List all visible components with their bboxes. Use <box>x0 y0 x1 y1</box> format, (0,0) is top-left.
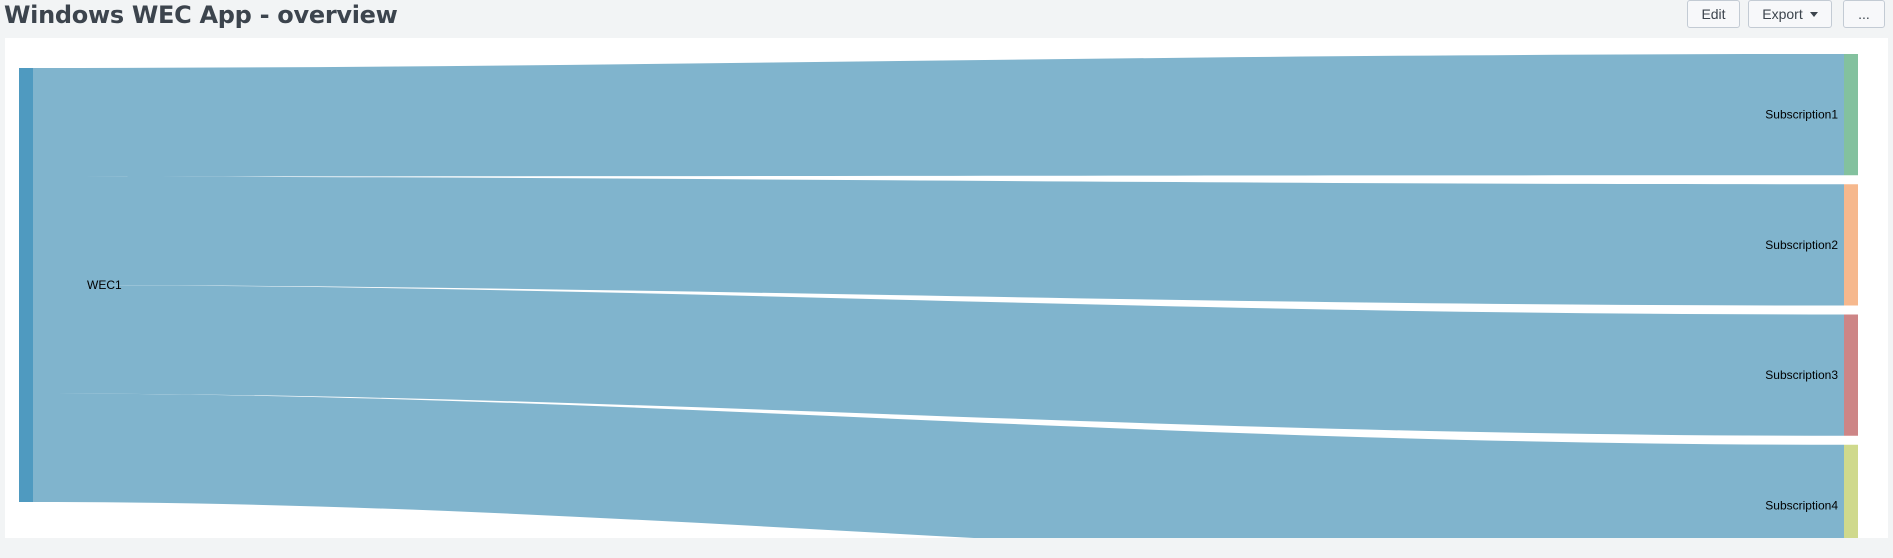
sankey-target-node-4[interactable] <box>1844 444 1858 538</box>
sankey-target-node-1[interactable] <box>1844 54 1858 176</box>
more-actions-label: ... <box>1858 6 1870 22</box>
export-button[interactable]: Export <box>1748 0 1832 28</box>
edit-button[interactable]: Edit <box>1687 0 1740 28</box>
sankey-source-node[interactable] <box>19 68 33 502</box>
sankey-chart: Subscription1 Subscription2 Subscription3 S… <box>19 54 1858 539</box>
export-button-label: Export <box>1762 6 1803 22</box>
sankey-target-label-3: Subscription3 <box>1765 368 1838 382</box>
sankey-link-1[interactable] <box>33 54 1844 177</box>
sankey-target-label-1: Subscription1 <box>1765 108 1838 122</box>
page-title: Windows WEC App - overview <box>4 1 398 29</box>
chevron-down-icon <box>1809 12 1818 17</box>
sankey-link-3[interactable] <box>33 285 1844 436</box>
more-actions-button[interactable]: ... <box>1843 0 1885 28</box>
edit-button-label: Edit <box>1701 6 1726 22</box>
sankey-target-node-3[interactable] <box>1844 314 1858 436</box>
sankey-panel: Subscription1 Subscription2 Subscription3 S… <box>5 38 1888 538</box>
sankey-source-label: WEC1 <box>87 278 122 292</box>
sankey-target-label-4: Subscription4 <box>1765 498 1838 512</box>
sankey-link-2[interactable] <box>33 176 1844 306</box>
sankey-target-node-2[interactable] <box>1844 184 1858 306</box>
sankey-link-4[interactable] <box>33 393 1844 539</box>
sankey-target-label-2: Subscription2 <box>1765 238 1838 252</box>
